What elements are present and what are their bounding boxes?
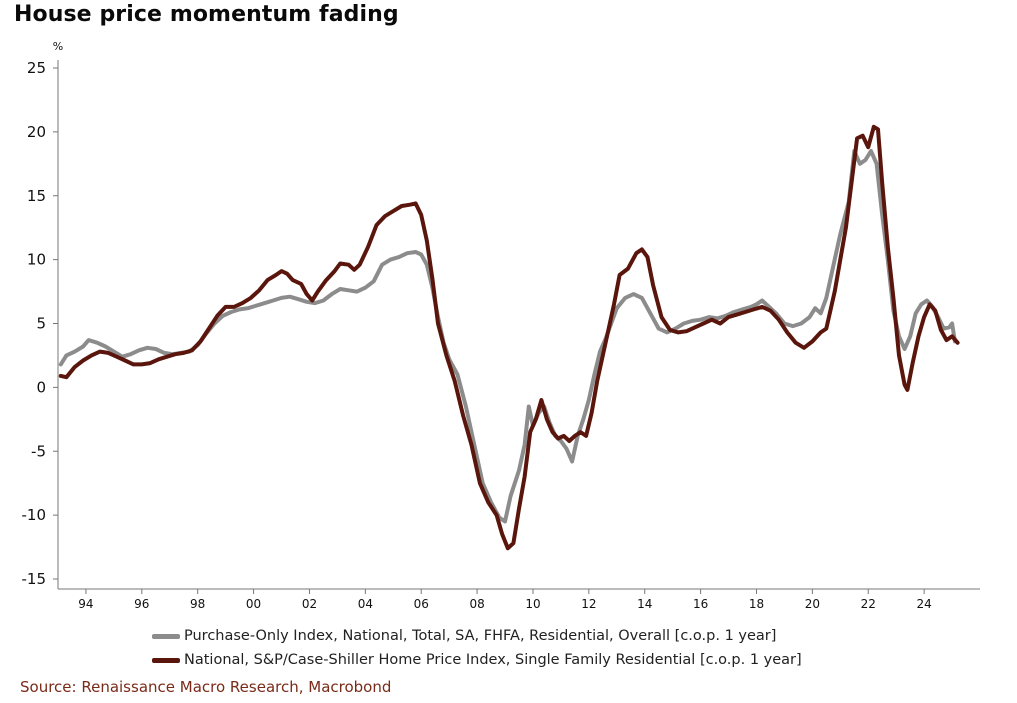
x-tick-label: 08 (469, 597, 484, 611)
y-tick-label: -5 (31, 442, 46, 460)
y-tick-label: 0 (36, 378, 46, 396)
x-tick-label: 18 (749, 597, 764, 611)
series-line-case-shiller (58, 124, 960, 551)
x-tick-label: 00 (246, 597, 261, 611)
x-tick-label: 04 (358, 597, 373, 611)
x-tick-label: 24 (916, 597, 931, 611)
x-tick-label: 94 (78, 597, 93, 611)
x-tick-label: 96 (134, 597, 149, 611)
legend-swatch-case-shiller (152, 657, 180, 663)
legend-label-fhfa: Purchase-Only Index, National, Total, SA… (184, 628, 777, 644)
y-tick-label: -10 (22, 506, 47, 524)
y-tick-label: 20 (27, 123, 46, 141)
y-tick-label: 15 (27, 187, 46, 205)
chart-title: House price momentum fading (14, 2, 399, 27)
x-tick-label: 10 (525, 597, 540, 611)
x-axis-ticks: 94 96 98 00 02 04 06 08 10 12 14 16 18 20 22 24 (78, 589, 932, 611)
x-tick-label: 20 (805, 597, 820, 611)
series-line-fhfa (58, 149, 957, 524)
chart-legend: Purchase-Only Index, National, Total, SA… (152, 624, 802, 672)
y-tick-label: -15 (22, 570, 47, 588)
x-tick-label: 12 (581, 597, 596, 611)
legend-item-case-shiller: National, S&P/Case-Shiller Home Price In… (152, 648, 802, 672)
x-tick-label: 16 (693, 597, 708, 611)
y-tick-label: 25 (27, 59, 46, 77)
x-tick-label: 22 (861, 597, 876, 611)
line-chart: % -15 -10 -5 0 5 10 15 20 25 94 96 98 00 02 04 06 08 10 1… (22, 40, 980, 611)
x-tick-label: 02 (302, 597, 317, 611)
y-axis-ticks: -15 -10 -5 0 5 10 15 20 25 (22, 59, 58, 588)
series-lines (58, 124, 960, 551)
y-tick-label: 10 (27, 251, 46, 269)
source-note: Source: Renaissance Macro Research, Macr… (20, 678, 392, 696)
x-tick-label: 14 (637, 597, 652, 611)
legend-label-case-shiller: National, S&P/Case-Shiller Home Price In… (184, 652, 802, 668)
y-axis-unit-label: % (53, 40, 63, 53)
y-tick-label: 5 (36, 315, 46, 333)
x-tick-label: 98 (190, 597, 205, 611)
legend-swatch-fhfa (152, 633, 180, 639)
legend-item-fhfa: Purchase-Only Index, National, Total, SA… (152, 624, 802, 648)
x-tick-label: 06 (414, 597, 429, 611)
